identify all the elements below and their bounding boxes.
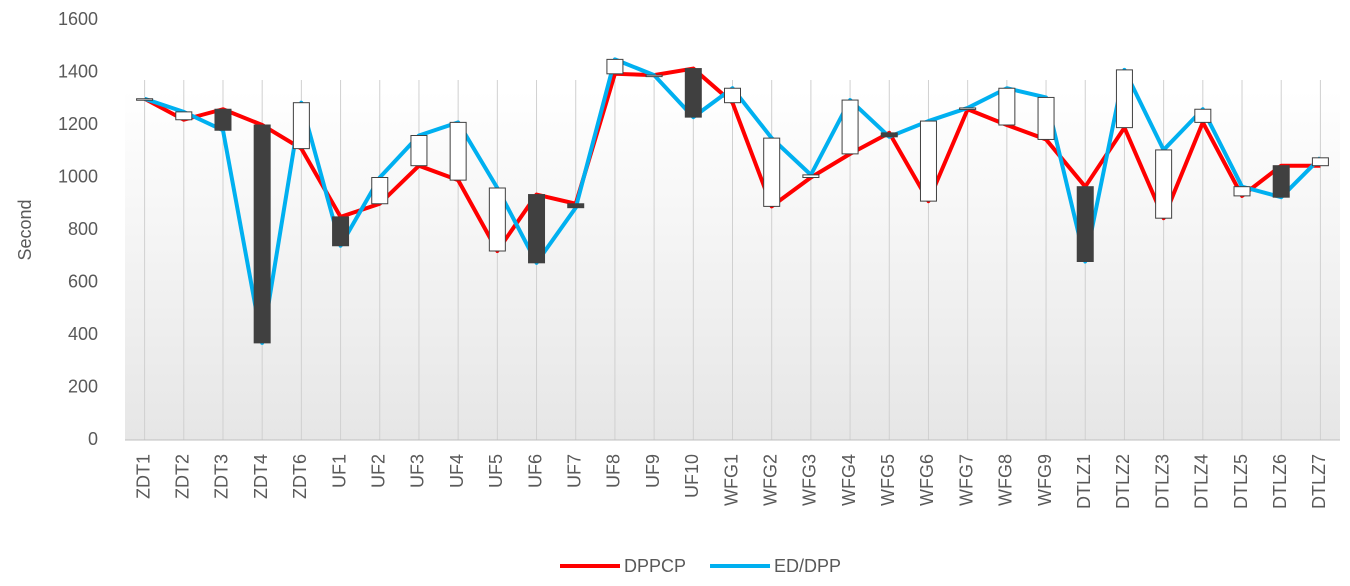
up-bar [1155,149,1173,219]
x-tick-label: DTLZ6 [1270,454,1290,509]
x-tick-label: DTLZ4 [1192,454,1212,509]
x-tick-label: ZDT2 [173,454,193,499]
y-tick-label: 200 [68,376,98,396]
y-tick-label: 1200 [58,114,98,134]
down-bar [567,203,585,209]
down-bar [880,132,898,138]
x-tick-label: WFG9 [1035,454,1055,506]
up-bar [1037,96,1055,140]
legend-label: ED/DPP [774,556,841,576]
up-bar [959,107,977,110]
up-bar [410,135,428,167]
up-bar [136,98,154,101]
up-bar [488,187,506,252]
down-bar [1272,165,1290,198]
x-tick-label: WFG7 [956,454,976,506]
x-tick-label: UF6 [525,454,545,488]
x-tick-label: UF1 [329,454,349,488]
y-axis-label: Second [15,199,35,260]
x-tick-label: UF9 [643,454,663,488]
x-tick-label: UF10 [682,454,702,498]
up-bar [1233,186,1251,197]
x-tick-label: DTLZ1 [1074,454,1094,509]
y-tick-label: 600 [68,271,98,291]
up-bar [919,120,937,202]
up-bar [724,87,741,104]
down-bar [332,216,350,247]
x-tick-label: ZDT3 [212,454,232,499]
x-tick-label: DTLZ5 [1231,454,1251,509]
x-tick-label: DTLZ3 [1152,454,1172,509]
up-bar [175,111,193,121]
y-tick-label: 1600 [58,9,98,29]
down-bar [528,194,546,264]
x-tick-label: WFG4 [839,454,859,506]
up-bar [802,174,820,178]
x-tick-label: WFG5 [878,454,898,506]
x-tick-label: UF4 [447,454,467,488]
up-bar [998,87,1016,126]
up-bar [292,102,310,150]
up-bar [449,121,467,181]
x-tick-label: UF5 [486,454,506,488]
x-tick-label: ZDT4 [251,454,271,499]
x-tick-label: ZDT6 [290,454,310,499]
x-tick-label: UF8 [604,454,624,488]
x-tick-label: WFG8 [996,454,1016,506]
y-tick-label: 1000 [58,166,98,186]
up-bar [371,177,389,205]
down-bar [253,124,271,344]
down-bar [1076,186,1094,262]
y-tick-label: 400 [68,324,98,344]
down-bar [214,108,232,131]
y-tick-label: 0 [88,429,98,449]
x-tick-label: UF2 [369,454,389,488]
x-tick-label: WFG1 [721,454,741,506]
up-bar [645,74,663,78]
up-bar [1311,157,1329,167]
down-bar [684,68,702,118]
x-tick-label: WFG3 [800,454,820,506]
x-tick-label: DTLZ7 [1309,454,1329,509]
up-bar [763,137,781,207]
x-tick-label: UF7 [564,454,584,488]
x-tick-label: DTLZ2 [1113,454,1133,509]
legend-label: DPPCP [624,556,686,576]
up-bar [606,58,624,75]
up-bar [1115,69,1133,129]
x-tick-label: UF3 [408,454,428,488]
up-bar [1194,108,1212,123]
y-tick-label: 1400 [58,61,98,81]
x-tick-label: ZDT1 [133,454,153,499]
y-tick-label: 800 [68,219,98,239]
x-tick-label: WFG6 [917,454,937,506]
up-bar [841,99,859,155]
x-tick-label: WFG2 [760,454,780,506]
